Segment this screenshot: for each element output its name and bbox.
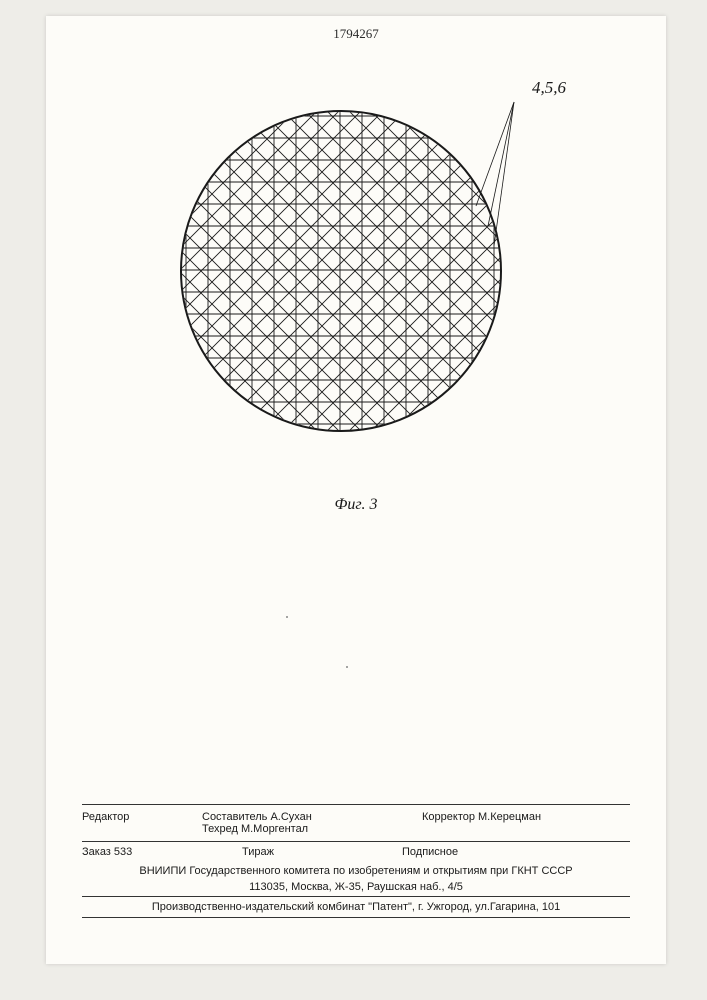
subscription-text: Подписное xyxy=(402,846,630,858)
noise-speck xyxy=(286,616,288,618)
credits-row: Редактор Составитель А.Сухан Техред М.Мо… xyxy=(82,805,630,841)
editor-label: Редактор xyxy=(82,811,202,835)
address-line: 113035, Москва, Ж-35, Раушская наб., 4/5 xyxy=(82,880,630,896)
footer-block: Редактор Составитель А.Сухан Техред М.Мо… xyxy=(82,804,630,918)
institute-line: ВНИИПИ Государственного комитета по изоб… xyxy=(82,862,630,880)
circulation-text: Тираж xyxy=(242,846,402,858)
order-row: Заказ 533 Тираж Подписное xyxy=(82,842,630,862)
noise-speck xyxy=(346,666,348,668)
rule-bottom xyxy=(82,917,630,918)
order-number: Заказ 533 xyxy=(82,846,242,858)
compiler-text: Составитель А.Сухан xyxy=(202,811,422,823)
credits-mid: Составитель А.Сухан Техред М.Моргентал xyxy=(202,811,422,835)
figure-caption: Фиг. 3 xyxy=(335,496,378,514)
figure-3: 4,5,6 xyxy=(176,96,536,516)
techred-text: Техред М.Моргентал xyxy=(202,823,422,835)
figure-svg xyxy=(176,96,536,456)
page-container: 1794267 4,5,6 Фиг. 3 Редактор Составител… xyxy=(46,16,666,964)
printer-line: Производственно-издательский комбинат "П… xyxy=(82,897,630,917)
callout-label: 4,5,6 xyxy=(532,78,566,98)
corrector-text: Корректор М.Керецман xyxy=(422,811,630,835)
document-number: 1794267 xyxy=(333,26,379,42)
